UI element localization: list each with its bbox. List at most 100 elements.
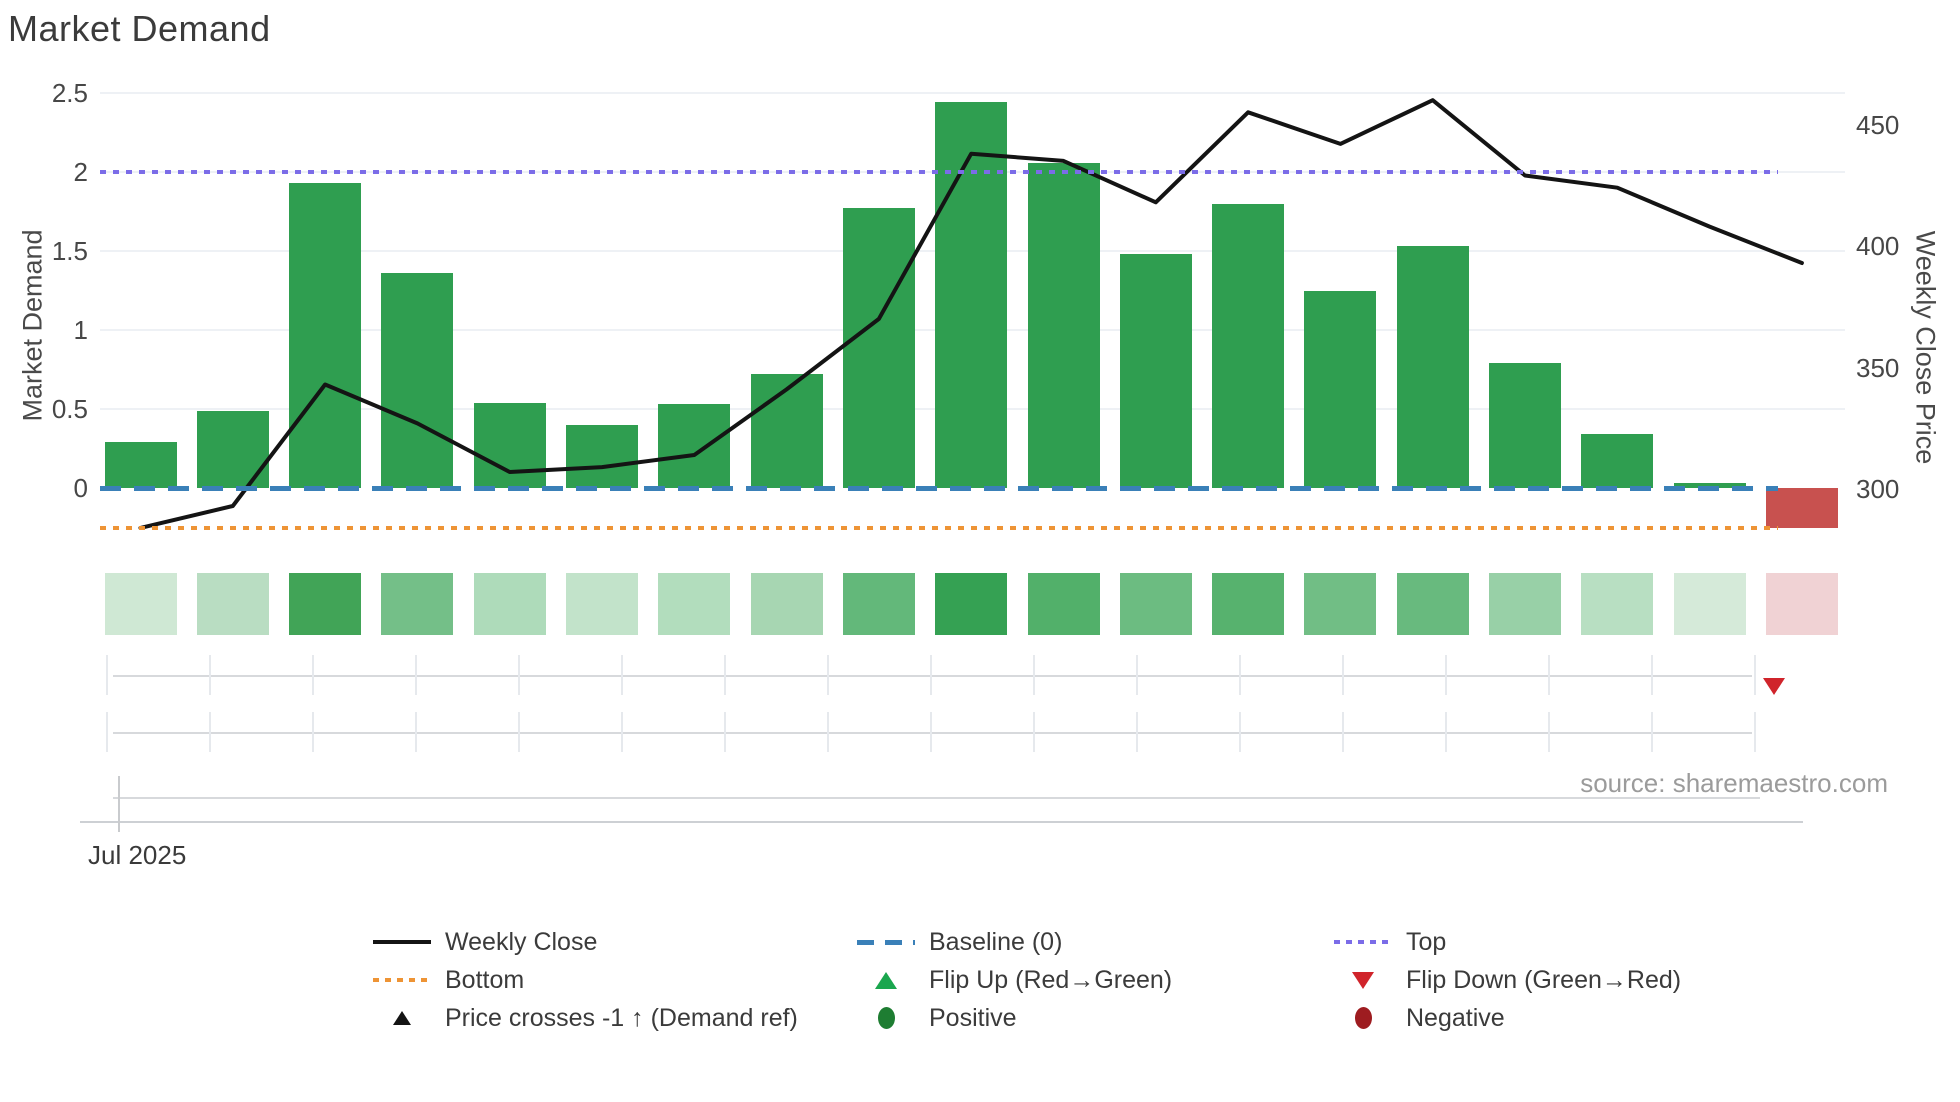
- demand-bar: [1304, 290, 1377, 488]
- legend-item-negative[interactable]: Negative: [1333, 1003, 1505, 1033]
- source-note: source: sharemaestro.com: [1580, 768, 1888, 798]
- event-track-gridline: [930, 712, 932, 752]
- legend-swatch-line-icon: [372, 940, 432, 944]
- event-track-gridline: [1342, 712, 1344, 752]
- right-axis-tick-label: 350: [1856, 352, 1900, 383]
- demand-bar: [1581, 434, 1654, 488]
- legend-swatch-tri-down-icon: [1333, 971, 1393, 989]
- event-track-gridline: [209, 655, 211, 695]
- heatmap-cell: [1212, 573, 1285, 635]
- heatmap-cell: [1027, 573, 1100, 635]
- legend-item-top[interactable]: Top: [1333, 927, 1446, 957]
- legend-label: Negative: [1406, 1003, 1505, 1032]
- left-axis-tick-label: 1: [73, 315, 88, 345]
- heatmap-cell: [658, 573, 731, 635]
- left-axis-tick-label: 1.5: [51, 236, 88, 266]
- heatmap-cell: [1489, 573, 1561, 635]
- event-track-gridline: [1136, 655, 1138, 695]
- heatmap-cell: [1765, 573, 1838, 635]
- event-track-gridline: [724, 712, 726, 752]
- event-track-gridline: [1445, 655, 1447, 695]
- heatmap-cell: [104, 573, 177, 635]
- gridline: [100, 92, 1845, 94]
- legend-swatch-dash-icon: [856, 939, 916, 945]
- heatmap-cell: [1119, 573, 1192, 635]
- demand-bar: [566, 424, 638, 488]
- legend-label: Flip Up (Red→Green): [929, 965, 1173, 994]
- heatmap-cell: [1304, 573, 1377, 635]
- demand-bar: [104, 442, 177, 488]
- page-title: Market Demand: [8, 8, 271, 49]
- legend-item-weekly-close[interactable]: Weekly Close: [372, 927, 597, 957]
- event-track-gridline: [415, 655, 417, 695]
- legend-item-flip-down-green-red[interactable]: Flip Down (Green→Red): [1333, 965, 1681, 995]
- demand-bar: [750, 374, 823, 488]
- event-track-gridline: [1548, 712, 1550, 752]
- event-track-gridline: [518, 712, 520, 752]
- legend-item-flip-up-red-green[interactable]: Flip Up (Red→Green): [856, 965, 1172, 995]
- event-track-gridline: [930, 655, 932, 695]
- event-track-gridline: [415, 712, 417, 752]
- refline-top: [100, 170, 1778, 174]
- event-track-gridline: [1033, 655, 1035, 695]
- legend-label: Weekly Close: [445, 927, 598, 956]
- heatmap-cell: [1673, 573, 1746, 635]
- event-track-gridline: [1651, 712, 1653, 752]
- sub-axis-line: [113, 797, 1760, 799]
- x-axis-line: [80, 821, 1803, 823]
- x-axis-tick-label: Jul 2025: [88, 840, 187, 870]
- heatmap-cell: [289, 573, 362, 635]
- event-track-gridline: [1239, 712, 1241, 752]
- demand-bar: [1765, 488, 1838, 528]
- event-track-gridline: [106, 655, 108, 695]
- left-axis-tick-label: 2: [73, 157, 88, 187]
- heatmap-cell: [842, 573, 915, 635]
- event-track-gridline: [106, 712, 108, 752]
- event-track-gridline: [1136, 712, 1138, 752]
- event-track-gridline: [621, 712, 623, 752]
- event-track-gridline: [1342, 655, 1344, 695]
- legend-swatch-tri-up-small-icon: [372, 1011, 432, 1025]
- refline-bottom: [100, 525, 1778, 530]
- event-track-line: [113, 732, 1752, 734]
- heatmap-cell: [566, 573, 638, 635]
- event-track-gridline: [518, 655, 520, 695]
- heatmap-cell: [196, 573, 269, 635]
- event-track-gridline: [1651, 655, 1653, 695]
- event-track-gridline: [312, 655, 314, 695]
- left-axis-tick-label: 0.5: [51, 394, 88, 424]
- event-track-gridline: [1033, 712, 1035, 752]
- demand-bar: [381, 273, 454, 488]
- event-track-gridline: [312, 712, 314, 752]
- legend-item-baseline-0[interactable]: Baseline (0): [856, 927, 1062, 957]
- legend-swatch-dots-icon: [1333, 940, 1393, 944]
- event-track-gridline: [1445, 712, 1447, 752]
- demand-bar: [658, 404, 731, 488]
- heatmap-cell: [1581, 573, 1654, 635]
- heatmap-cell: [750, 573, 823, 635]
- demand-bar: [1119, 254, 1192, 488]
- demand-bar: [1212, 203, 1285, 488]
- demand-bar: [289, 183, 362, 488]
- right-axis-tick-label: 400: [1856, 231, 1900, 261]
- left-axis-tick-label: 2.5: [51, 78, 88, 108]
- legend-item-positive[interactable]: Positive: [856, 1003, 1017, 1033]
- refline-baseline-0: [100, 485, 1778, 491]
- legend-item-bottom[interactable]: Bottom: [372, 965, 524, 995]
- heatmap-cell: [1396, 573, 1469, 635]
- legend-label: Baseline (0): [929, 927, 1063, 956]
- event-track-gridline: [1239, 655, 1241, 695]
- right-axis-tick-label: 450: [1856, 109, 1900, 140]
- heatmap-cell: [935, 573, 1008, 635]
- event-track-line: [113, 675, 1752, 677]
- demand-bar: [1489, 363, 1561, 488]
- event-track-gridline: [209, 712, 211, 752]
- legend-item-price-crosses-1-demand-ref[interactable]: Price crosses -1 ↑ (Demand ref): [372, 1003, 798, 1033]
- legend-swatch-tri-up-icon: [856, 971, 916, 989]
- event-track-gridline: [621, 655, 623, 695]
- event-track-gridline: [1548, 655, 1550, 695]
- flip-down-marker: [1762, 678, 1785, 695]
- demand-bar: [473, 402, 546, 488]
- x-axis-tick: [118, 776, 120, 832]
